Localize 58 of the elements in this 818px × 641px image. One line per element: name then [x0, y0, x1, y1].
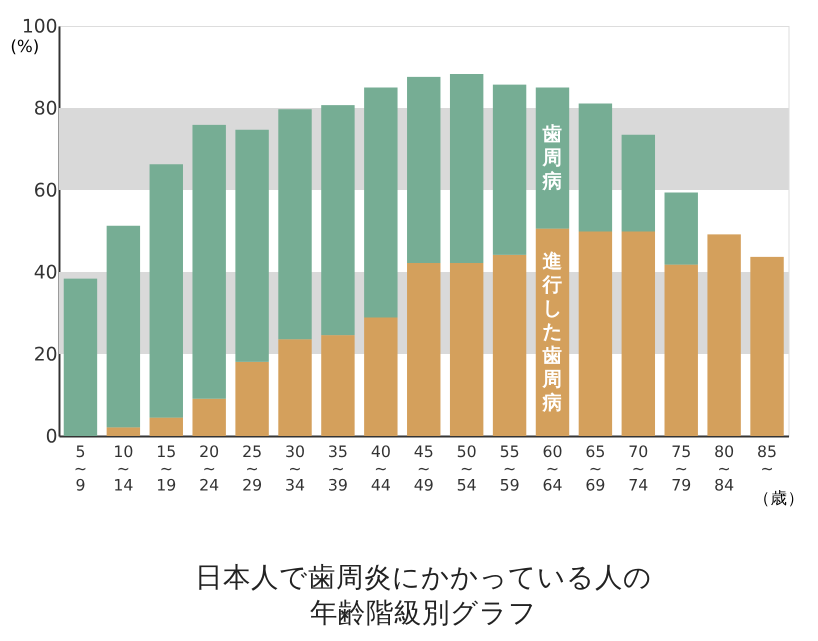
bar — [64, 278, 98, 436]
x-tick-label: 25 ~ 29 — [242, 442, 262, 495]
x-tick-label: 70 ~ 74 — [628, 442, 648, 495]
x-tick-label: 75 ~ 79 — [671, 442, 692, 495]
bar — [235, 362, 269, 436]
bar — [192, 398, 226, 436]
bar — [364, 318, 398, 436]
x-tick-label: 5 ~ 9 — [74, 442, 88, 495]
bar — [106, 427, 140, 436]
bar — [450, 263, 484, 436]
x-tick-label: 55 ~ 59 — [500, 442, 520, 495]
x-tick-label: 50 ~ 54 — [456, 442, 477, 495]
y-tick-label: 0 — [46, 426, 58, 448]
bar — [664, 264, 698, 436]
bar — [192, 124, 226, 399]
x-axis-title: （歳） — [754, 487, 805, 508]
x-tick-label: 60 ~ 64 — [542, 442, 562, 495]
bar — [150, 418, 183, 436]
bar — [578, 104, 612, 232]
x-tick-label: 80 ~ 84 — [714, 442, 734, 495]
bar — [278, 339, 312, 436]
bar — [278, 109, 312, 340]
bar — [492, 84, 526, 255]
bar — [150, 164, 183, 418]
bar — [106, 226, 140, 428]
bar — [321, 335, 355, 436]
x-tick-label: 40 ~ 44 — [370, 442, 391, 495]
y-axis-title: (%) — [10, 36, 40, 56]
x-tick-label: 10 ~ 14 — [113, 442, 134, 495]
bar — [750, 256, 784, 436]
bar — [407, 76, 440, 264]
y-tick-label: 20 — [34, 344, 58, 366]
x-tick-label: 30 ~ 34 — [285, 442, 306, 495]
bar — [450, 74, 484, 264]
y-tick-label: 60 — [34, 180, 58, 202]
series-label: 進行した歯周病 — [541, 249, 562, 414]
bar — [707, 234, 741, 436]
x-tick-label: 35 ~ 39 — [328, 442, 348, 495]
bar — [622, 231, 656, 436]
x-tick-label: 20 ~ 24 — [199, 442, 220, 495]
bar — [235, 130, 269, 362]
bar — [492, 254, 526, 436]
bar — [407, 263, 440, 436]
y-tick-label: 80 — [34, 98, 58, 120]
bar — [664, 192, 698, 265]
y-tick-label: 40 — [34, 262, 58, 284]
text: 日本人で歯周炎にかかっている人の — [195, 561, 652, 594]
bar — [321, 105, 355, 336]
y-tick-label: 100 — [22, 16, 58, 38]
x-tick-label: 85 ~ — [757, 442, 778, 478]
bar — [578, 231, 612, 436]
series-label: 歯周病 — [541, 122, 562, 193]
text: 年齢階級別グラフ — [310, 596, 538, 629]
bar — [622, 134, 656, 232]
x-tick-label: 65 ~ 69 — [585, 442, 606, 495]
x-tick-label: 15 ~ 19 — [156, 442, 176, 495]
x-tick-label: 45 ~ 49 — [414, 442, 434, 495]
bar — [364, 88, 398, 318]
